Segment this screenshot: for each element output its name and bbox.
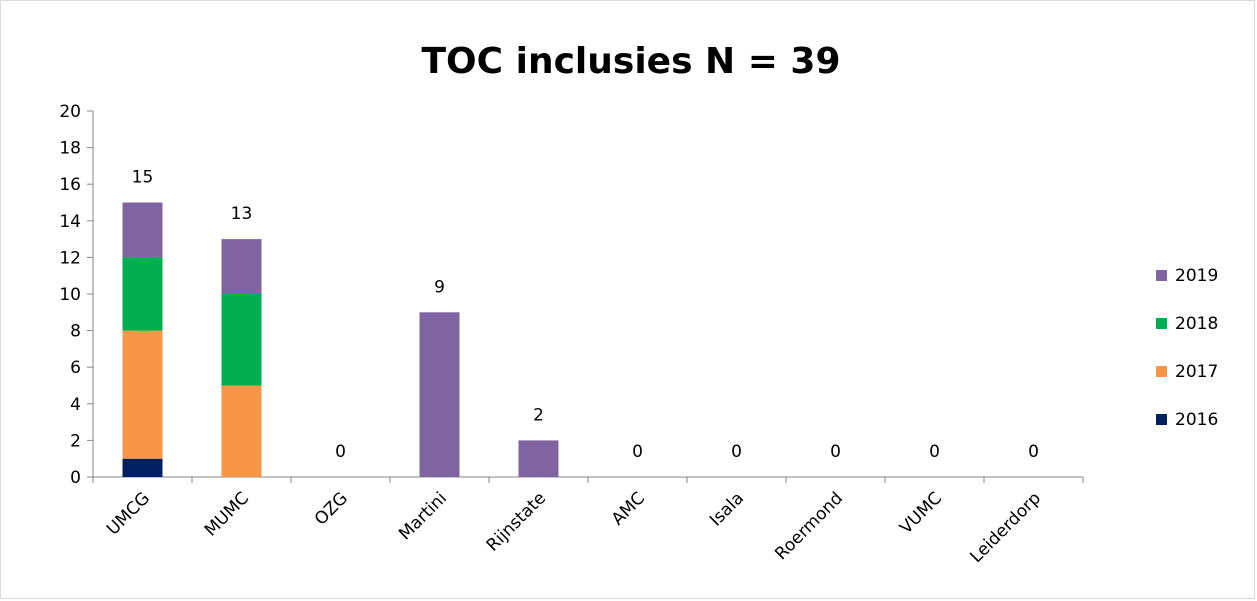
bar-segment-2019: [122, 202, 163, 258]
legend-swatch-2016: [1156, 414, 1167, 425]
category-label: Martini: [395, 488, 451, 544]
bar-segment-2018: [221, 294, 262, 386]
y-tick-label: 18: [59, 139, 81, 159]
data-label-total: 13: [231, 204, 253, 224]
legend-label: 2017: [1175, 362, 1218, 382]
category-label: OZG: [311, 488, 352, 529]
y-tick-label: 2: [70, 431, 81, 451]
category-label: Roermond: [771, 488, 847, 564]
category-label: AMC: [608, 488, 649, 529]
category-label: VUMC: [896, 488, 946, 538]
data-label-total: 0: [1028, 442, 1039, 462]
category-label: UMCG: [103, 488, 154, 539]
y-tick-label: 16: [59, 175, 81, 195]
y-tick-label: 6: [70, 358, 81, 378]
data-label-total: 0: [731, 442, 742, 462]
y-tick-label: 8: [70, 322, 81, 342]
category-label: MUMC: [201, 488, 253, 540]
y-tick-label: 0: [70, 468, 81, 488]
legend-label: 2018: [1175, 314, 1218, 334]
data-label-total: 9: [434, 277, 445, 297]
category-label: Rijnstate: [483, 488, 550, 555]
legend: 2019 2018 2017 2016: [1156, 266, 1218, 430]
chart-title: TOC inclusies N = 39: [422, 41, 841, 82]
y-tick-label: 12: [59, 248, 81, 268]
data-label-total: 0: [335, 442, 346, 462]
plot-area: 0246810121416182015UMCG13MUMC0OZG9Martin…: [59, 102, 1084, 567]
y-tick-label: 20: [59, 102, 81, 122]
bar-segment-2019: [419, 312, 460, 477]
bar-segment-2017: [122, 330, 163, 459]
legend-swatch-2018: [1156, 318, 1167, 329]
y-tick-label: 10: [59, 285, 81, 305]
bar-segment-2019: [518, 440, 559, 477]
legend-label: 2016: [1175, 410, 1218, 430]
data-label-total: 0: [929, 442, 940, 462]
data-label-total: 0: [632, 442, 643, 462]
data-label-total: 0: [830, 442, 841, 462]
bar-segment-2018: [122, 257, 163, 331]
category-label: Leiderdorp: [966, 488, 1045, 567]
legend-swatch-2017: [1156, 366, 1167, 377]
bar-segment-2019: [221, 239, 262, 294]
legend-swatch-2019: [1156, 270, 1167, 281]
y-tick-label: 14: [59, 212, 81, 232]
bar-segment-2017: [221, 385, 262, 477]
y-tick-label: 4: [70, 395, 81, 415]
legend-label: 2019: [1175, 266, 1218, 286]
data-label-total: 15: [132, 168, 154, 188]
category-label: Isala: [706, 488, 748, 530]
data-label-total: 2: [533, 405, 544, 425]
bar-segment-2016: [122, 458, 163, 477]
